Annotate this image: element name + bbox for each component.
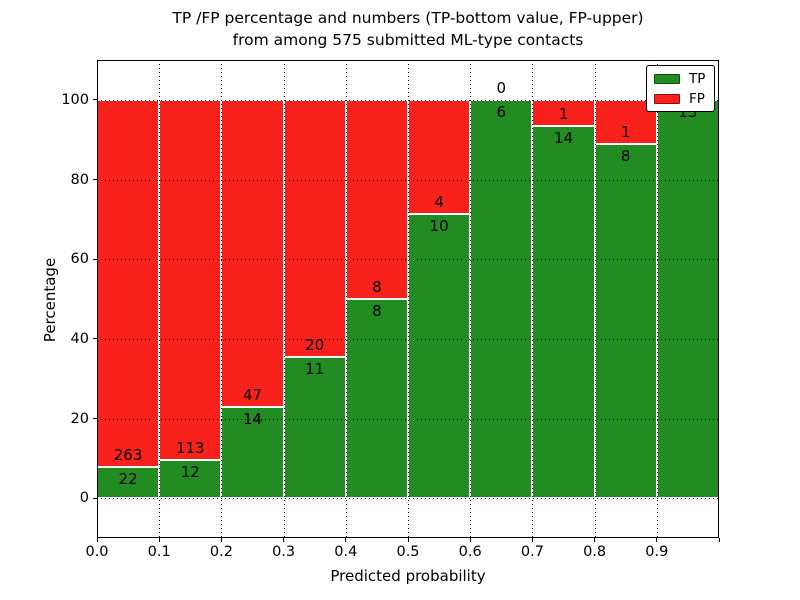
tp-bar-segment <box>532 126 595 499</box>
x-tick-label: 0.6 <box>458 544 482 560</box>
x-tick-label: 0.2 <box>209 544 233 560</box>
fp-count-label: 1 <box>558 105 569 124</box>
y-axis-tick <box>93 258 97 260</box>
y-axis-tick <box>93 99 97 101</box>
x-axis-tick <box>158 538 160 542</box>
vertical-gridline <box>159 60 161 538</box>
y-tick-label: 40 <box>70 330 89 347</box>
chart-title-line2: from among 575 submitted ML-type contact… <box>232 31 584 49</box>
tp-bar-segment <box>656 99 719 499</box>
fp-swatch-icon <box>654 93 680 104</box>
y-tick-label: 60 <box>70 251 89 268</box>
tp-count-label: 14 <box>553 129 574 148</box>
vertical-gridline <box>283 60 285 538</box>
x-tick-label: 0.1 <box>147 544 171 560</box>
legend-entry-tp: TP <box>654 71 707 87</box>
tp-count-label: 8 <box>372 302 382 320</box>
x-axis-tick <box>283 538 285 542</box>
y-axis-tick <box>93 497 97 499</box>
tp-count-label: 11 <box>305 359 325 378</box>
tp-bar-segment <box>283 356 346 499</box>
y-tick-label: 100 <box>61 91 89 108</box>
x-axis-tick <box>407 538 409 542</box>
tp-count-label: 10 <box>429 216 449 235</box>
x-tick-label: 0.0 <box>85 544 109 560</box>
tp-bar-segment <box>221 406 284 499</box>
fp-count-label: 4 <box>434 192 444 211</box>
x-axis-tick <box>469 538 471 542</box>
vertical-gridline <box>408 60 409 538</box>
tp-count-label: 8 <box>620 147 631 166</box>
chart-title: TP /FP percentage and numbers (TP-bottom… <box>97 7 719 51</box>
x-tick-label: 0.7 <box>520 544 544 560</box>
tp-count-label: 22 <box>118 470 138 489</box>
legend-label-fp: FP <box>689 90 705 107</box>
vertical-gridline <box>532 60 534 538</box>
x-axis-tick <box>345 538 347 542</box>
tp-bar-segment <box>470 99 533 499</box>
x-axis-tick <box>594 538 596 542</box>
x-tick-label: 0.9 <box>645 544 669 560</box>
y-axis-tick <box>93 418 97 419</box>
fp-count-label: 47 <box>242 385 263 404</box>
fp-bar-segment <box>97 99 160 468</box>
vertical-gridline <box>470 60 472 538</box>
y-tick-label: 20 <box>70 410 89 427</box>
y-tick-label: 80 <box>70 171 89 188</box>
y-axis-tick <box>93 179 97 180</box>
legend: TP FP <box>646 65 715 112</box>
fp-bar-segment <box>283 99 346 357</box>
chart-title-line1: TP /FP percentage and numbers (TP-bottom… <box>172 9 644 27</box>
tp-swatch-icon <box>654 73 680 84</box>
x-tick-label: 0.3 <box>272 544 296 560</box>
tp-count-label: 14 <box>242 409 263 428</box>
legend-label-tp: TP <box>689 70 706 87</box>
x-axis-tick <box>656 538 658 542</box>
x-axis-tick <box>718 538 720 542</box>
tp-count-label: 12 <box>180 462 200 481</box>
y-axis-tick <box>93 338 97 340</box>
fp-count-label: 20 <box>305 335 325 354</box>
fp-count-label: 0 <box>496 78 507 97</box>
vertical-gridline <box>656 60 658 538</box>
x-axis-label: Predicted probability <box>330 567 486 585</box>
legend-entry-fp: FP <box>654 91 707 107</box>
tp-bar-segment <box>594 144 657 499</box>
plot-area: TP FP 263221131247142011884100611418013 <box>97 60 719 538</box>
x-tick-label: 0.4 <box>334 544 358 560</box>
x-tick-label: 0.5 <box>396 544 420 560</box>
fp-bar-segment <box>221 99 284 407</box>
fp-count-label: 1 <box>620 123 631 142</box>
x-tick-label: 0.8 <box>583 544 607 560</box>
fp-bar-segment <box>159 99 222 460</box>
x-axis-tick <box>220 538 222 542</box>
tp-bar-segment <box>345 299 408 499</box>
tp-bar-segment <box>408 213 471 499</box>
fp-count-label: 8 <box>372 278 382 296</box>
vertical-gridline <box>221 60 223 538</box>
x-axis-tick <box>96 538 98 542</box>
y-tick-label: 0 <box>79 490 89 507</box>
vertical-gridline <box>594 60 596 538</box>
vertical-gridline <box>345 60 347 538</box>
fp-count-label: 263 <box>113 446 143 465</box>
fp-count-label: 113 <box>175 438 205 457</box>
tp-count-label: 6 <box>496 102 507 121</box>
x-axis-tick <box>531 538 533 542</box>
fp-bar-segment <box>345 99 408 299</box>
